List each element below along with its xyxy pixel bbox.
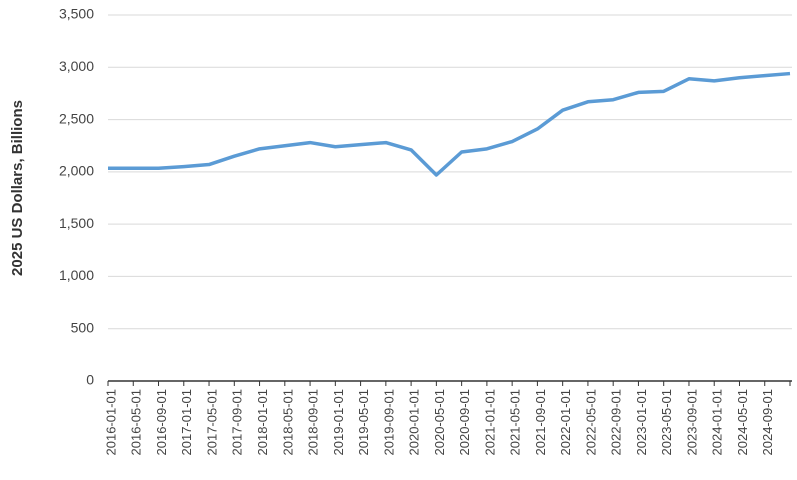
x-tick-label: 2024-05-01 (735, 389, 750, 456)
x-tick-label: 2018-01-01 (255, 389, 270, 456)
x-tick-label: 2022-09-01 (609, 389, 624, 456)
x-tick-label: 2024-01-01 (710, 389, 725, 456)
x-tick-label: 2016-01-01 (103, 389, 118, 456)
y-tick-label: 2,000 (59, 163, 94, 179)
y-tick-label: 0 (86, 372, 94, 388)
x-tick-label: 2017-09-01 (230, 389, 245, 456)
x-tick-label: 2017-01-01 (179, 389, 194, 456)
x-tick-label: 2020-05-01 (432, 389, 447, 456)
x-tick-label: 2023-05-01 (659, 389, 674, 456)
x-tick-label: 2022-05-01 (583, 389, 598, 456)
y-tick-label: 1,000 (59, 267, 94, 283)
x-tick-label: 2023-01-01 (634, 389, 649, 456)
y-axis-label: 2025 US Dollars, Billions (9, 100, 26, 276)
y-tick-label: 500 (71, 319, 95, 335)
x-tick-label: 2022-01-01 (558, 389, 573, 456)
x-tick-label: 2019-05-01 (356, 389, 371, 456)
x-tick-label: 2021-01-01 (482, 389, 497, 456)
x-tick-label: 2019-01-01 (331, 389, 346, 456)
x-tick-label: 2019-09-01 (381, 389, 396, 456)
y-tick-label: 2,500 (59, 110, 94, 126)
x-tick-label: 2024-09-01 (760, 389, 775, 456)
x-tick-label: 2020-01-01 (407, 389, 422, 456)
x-tick-label: 2023-09-01 (684, 389, 699, 456)
x-tick-label: 2020-09-01 (457, 389, 472, 456)
x-tick-label: 2016-05-01 (129, 389, 144, 456)
x-tick-label: 2021-09-01 (533, 389, 548, 456)
data-line (108, 71, 791, 177)
y-tick-label: 1,500 (59, 215, 94, 231)
x-tick-label: 2018-05-01 (280, 389, 295, 456)
y-tick-label: 3,000 (59, 58, 94, 74)
x-tick-label: 2017-05-01 (204, 389, 219, 456)
x-tick-label: 2016-09-01 (154, 389, 169, 456)
x-tick-label: 2021-05-01 (508, 389, 523, 456)
x-tick-label: 2018-09-01 (306, 389, 321, 456)
y-tick-label: 3,500 (59, 6, 94, 22)
